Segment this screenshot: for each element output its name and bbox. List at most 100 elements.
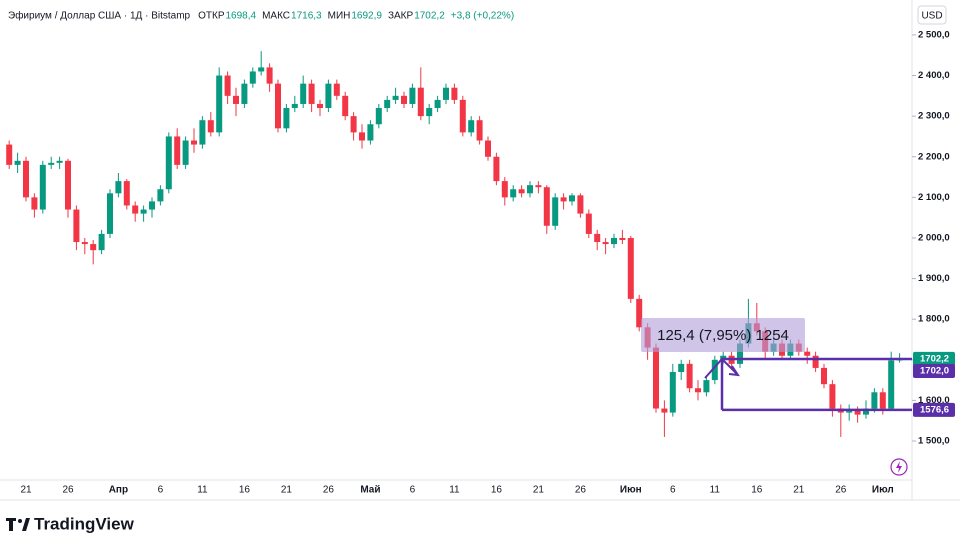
candle-body xyxy=(123,181,130,206)
candle-body xyxy=(359,132,365,141)
y-tick-label: 1 800,0 xyxy=(918,314,950,325)
candle-body xyxy=(308,83,315,104)
measure-box xyxy=(641,318,805,352)
candle-body xyxy=(636,298,643,328)
candle-body xyxy=(342,95,349,117)
candle-body xyxy=(459,99,466,133)
candle-body xyxy=(65,160,71,210)
y-tick-label: 1 600,0 xyxy=(918,395,950,406)
y-tick-label: 2 500,0 xyxy=(918,29,950,40)
x-tick-label: 11 xyxy=(449,485,460,496)
candle-body xyxy=(191,140,197,145)
ohlc-name: МАКС xyxy=(262,11,290,22)
candle-body xyxy=(543,187,550,226)
candle-body xyxy=(485,140,491,157)
measure-label: 125,4 (7,95%) 1254 xyxy=(657,327,789,344)
candle-body xyxy=(140,209,147,214)
candle-body xyxy=(266,67,273,84)
candle-body xyxy=(711,359,718,381)
candle-body xyxy=(501,181,508,198)
candle-body xyxy=(6,144,13,165)
trend-arrow xyxy=(704,357,741,379)
x-tick-label: 16 xyxy=(491,485,503,496)
price-tag xyxy=(913,402,955,417)
candle-body xyxy=(409,87,416,104)
x-tick-label: 26 xyxy=(575,485,587,496)
candle-body xyxy=(879,392,886,409)
candle-body xyxy=(224,75,231,96)
candle-body xyxy=(216,75,223,133)
candle-body xyxy=(207,120,214,133)
x-tick-label: 11 xyxy=(710,485,721,496)
candle-body xyxy=(611,237,617,245)
candle-body xyxy=(132,205,139,214)
candle-body xyxy=(39,164,46,210)
candle-body xyxy=(804,351,811,356)
candle-body xyxy=(392,95,399,100)
ohlc-value: 1716,3 xyxy=(291,11,322,22)
candle-body xyxy=(695,388,701,393)
candle-body xyxy=(518,189,525,194)
x-tick-label: Июл xyxy=(872,485,894,496)
x-tick-label: 26 xyxy=(323,485,335,496)
ohlc-name: МИН xyxy=(328,11,351,22)
candle-body xyxy=(594,233,601,243)
candle-body xyxy=(115,181,122,194)
price-tag-label: 1576,6 xyxy=(920,404,949,415)
candle-body xyxy=(812,355,819,368)
candle-body xyxy=(871,392,878,409)
price-tag-label: 1702,0 xyxy=(920,366,949,377)
candle-body xyxy=(510,189,517,198)
y-tick-label: 2 100,0 xyxy=(918,192,950,203)
candle-body xyxy=(863,408,869,415)
candle-body xyxy=(552,197,559,226)
candle-body xyxy=(434,99,441,109)
candle-body xyxy=(275,83,281,129)
candle-body xyxy=(451,87,458,100)
candle-body xyxy=(350,116,357,133)
ohlc-name: ЗАКР xyxy=(388,11,414,22)
x-tick-label: 11 xyxy=(197,485,208,496)
candle-body xyxy=(560,197,567,202)
candle-body xyxy=(569,195,575,202)
x-tick-label: 16 xyxy=(751,485,763,496)
candle-body xyxy=(81,242,88,245)
candle-body xyxy=(426,108,433,117)
brand-logo xyxy=(6,518,30,531)
candle-body xyxy=(165,136,172,190)
candle-body xyxy=(149,201,155,210)
candle-body xyxy=(31,197,38,210)
x-tick-label: 21 xyxy=(20,485,32,496)
candle-body xyxy=(14,160,21,165)
x-tick-label: 26 xyxy=(835,485,847,496)
candle-body xyxy=(73,209,80,243)
candle-body xyxy=(401,95,407,104)
candle-body xyxy=(669,371,676,413)
ohlc-name: ОТКР xyxy=(198,11,225,22)
candle-body xyxy=(846,410,853,413)
candle-body xyxy=(468,120,475,133)
lightning-icon[interactable] xyxy=(890,458,908,476)
currency: USD xyxy=(921,11,942,22)
candle-body xyxy=(157,189,164,202)
x-tick-label: Май xyxy=(360,485,380,496)
candle-body xyxy=(375,108,382,125)
candle-body xyxy=(90,244,97,251)
candle-body xyxy=(174,136,181,165)
candle-body xyxy=(317,103,323,109)
candle-body xyxy=(661,408,668,413)
candle-body xyxy=(333,83,340,96)
candle-body xyxy=(678,363,685,372)
candle-body xyxy=(476,120,483,141)
currency-button[interactable] xyxy=(917,5,947,25)
candle-body xyxy=(98,233,105,251)
x-tick-label: Июн xyxy=(620,485,642,496)
candle-body xyxy=(233,95,239,104)
x-tick-label: 6 xyxy=(670,485,676,496)
candle-body xyxy=(737,343,743,364)
candle-body xyxy=(854,410,861,415)
price-tag xyxy=(913,351,955,366)
ohlc-value: 1692,9 xyxy=(351,11,382,22)
